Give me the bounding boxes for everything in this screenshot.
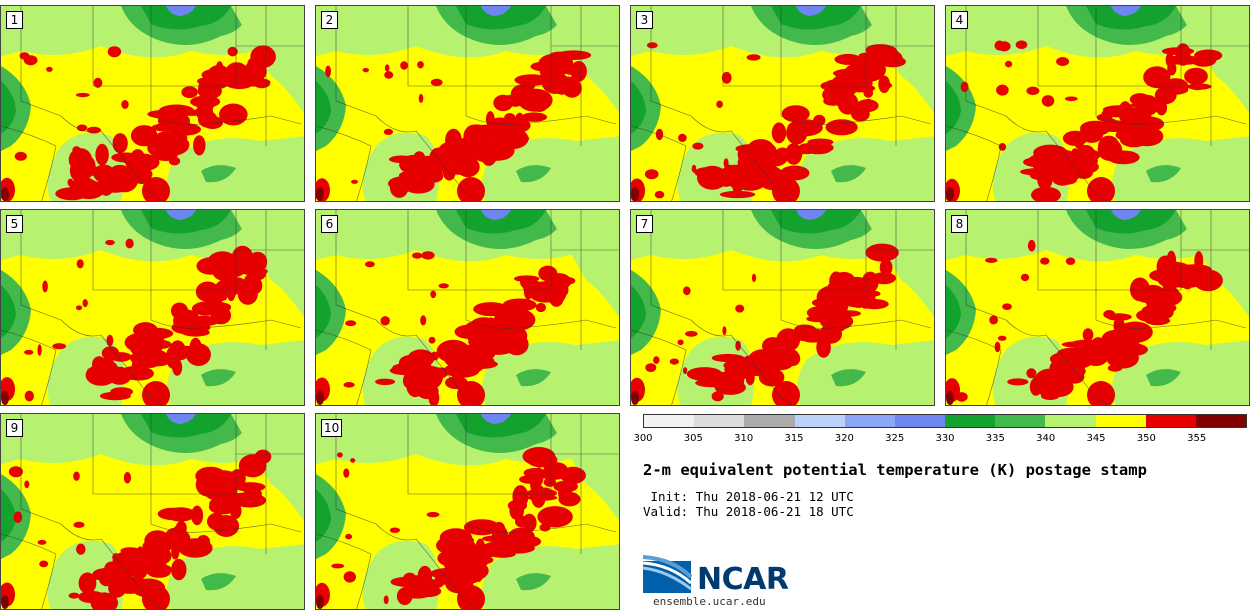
member-map — [1, 6, 304, 201]
colorbar-tick-label: 350 — [1136, 433, 1156, 444]
colorbar-tick-label: 340 — [1036, 433, 1056, 444]
ensemble-member-panel: 5 — [0, 209, 305, 406]
colorbar-tick-label: 325 — [885, 433, 905, 444]
colorbar-tick-label: 305 — [683, 433, 703, 444]
member-map — [631, 210, 934, 405]
site-url: ensemble.ucar.edu — [653, 595, 766, 608]
ncar-logo-icon — [643, 555, 693, 593]
colorbar-swatch — [744, 415, 795, 427]
member-map — [316, 414, 619, 609]
member-map — [316, 6, 619, 201]
colorbar-ticks: 300 305 310 315 320 325 330 335 340 345 350 355 — [633, 433, 1247, 447]
colorbar-tick-label: 355 — [1187, 433, 1207, 444]
colorbar-swatch — [644, 415, 695, 427]
colorbar — [643, 414, 1247, 428]
valid-time: Valid: Thu 2018-06-21 18 UTC — [643, 504, 854, 519]
colorbar-swatch — [844, 415, 895, 427]
colorbar-swatch — [1195, 415, 1247, 427]
ensemble-member-panel: 7 — [630, 209, 935, 406]
figure-title: 2-m equivalent potential temperature (K)… — [643, 461, 1147, 479]
member-number-label: 2 — [321, 11, 338, 29]
ensemble-member-panel: 2 — [315, 5, 620, 202]
colorbar-tick-label: 315 — [784, 433, 804, 444]
member-number-label: 1 — [6, 11, 23, 29]
ensemble-member-panel: 1 — [0, 5, 305, 202]
member-number-label: 9 — [6, 419, 23, 437]
colorbar-swatch — [945, 415, 996, 427]
ensemble-member-panel: 3 — [630, 5, 935, 202]
colorbar-tick-label: 310 — [734, 433, 754, 444]
ensemble-member-panel: 4 — [945, 5, 1250, 202]
colorbar-tick-label: 345 — [1086, 433, 1106, 444]
member-number-label: 4 — [951, 11, 968, 29]
colorbar-swatch — [995, 415, 1046, 427]
member-number-label: 10 — [321, 419, 343, 437]
colorbar-swatch — [1095, 415, 1146, 427]
member-number-label: 7 — [636, 215, 653, 233]
member-number-label: 8 — [951, 215, 968, 233]
ensemble-member-panel: 9 — [0, 413, 305, 610]
ncar-wordmark: NCAR — [697, 562, 789, 597]
member-map — [946, 210, 1249, 405]
member-number-label: 5 — [6, 215, 23, 233]
colorbar-tick-label: 320 — [834, 433, 854, 444]
member-map — [1, 210, 304, 405]
member-map — [946, 6, 1249, 201]
member-map — [631, 6, 934, 201]
colorbar-swatch — [1045, 415, 1096, 427]
colorbar-tick-label: 300 — [633, 433, 653, 444]
member-map — [1, 414, 304, 609]
ensemble-member-panel: 8 — [945, 209, 1250, 406]
ensemble-member-panel: 6 — [315, 209, 620, 406]
member-number-label: 3 — [636, 11, 653, 29]
colorbar-swatch — [1145, 415, 1196, 427]
ensemble-member-panel: 10 — [315, 413, 620, 610]
colorbar-tick-label: 330 — [935, 433, 955, 444]
colorbar-swatch — [694, 415, 745, 427]
colorbar-swatch — [894, 415, 946, 427]
colorbar-swatch — [794, 415, 845, 427]
member-map — [316, 210, 619, 405]
member-number-label: 6 — [321, 215, 338, 233]
init-time: Init: Thu 2018-06-21 12 UTC — [643, 489, 854, 504]
colorbar-tick-label: 335 — [985, 433, 1005, 444]
